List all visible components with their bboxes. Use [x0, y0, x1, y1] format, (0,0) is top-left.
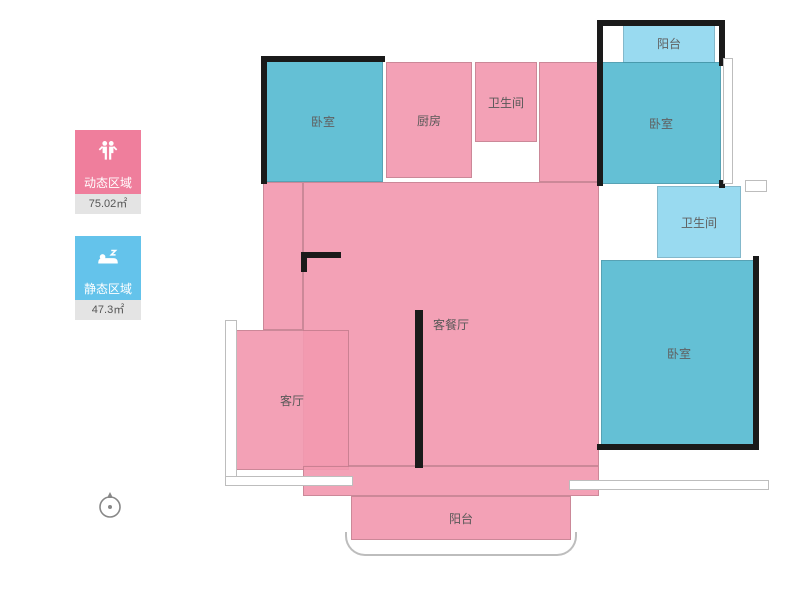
room-bath-top: 卫生间 — [475, 62, 537, 142]
wall-11 — [301, 252, 307, 272]
legend: 动态区域 75.02㎡ 静态区域 47.3㎡ — [75, 130, 141, 342]
compass-icon — [95, 490, 125, 520]
room-label: 客餐厅 — [433, 316, 469, 333]
wall-6 — [753, 256, 759, 450]
legend-static-value: 47.3㎡ — [75, 300, 141, 320]
room-bedroom-tr: 卧室 — [601, 62, 721, 184]
wall-10 — [301, 252, 341, 258]
room-label: 卫生间 — [681, 214, 717, 231]
room-label: 厨房 — [417, 112, 441, 129]
outer-wall-1 — [225, 476, 353, 486]
balcony-bottom-curve — [345, 532, 577, 556]
outer-wall-2 — [569, 480, 769, 490]
room-balcony-top: 阳台 — [623, 23, 715, 63]
floorplan: 阳台卧室厨房卫生间卧室卫生间客餐厅卧室客厅阳台 — [225, 20, 770, 580]
wall-12 — [415, 310, 423, 468]
legend-static: 静态区域 47.3㎡ — [75, 236, 141, 320]
room-label: 阳台 — [657, 35, 681, 52]
room-kitchen: 厨房 — [386, 62, 472, 178]
room-corridor-top — [539, 62, 599, 182]
room-bath-right: 卫生间 — [657, 186, 741, 258]
room-label: 卧室 — [311, 113, 335, 130]
wall-0 — [261, 56, 385, 62]
room-label: 卫生间 — [488, 94, 524, 111]
room-label: 卧室 — [667, 345, 691, 362]
room-entry-strip — [263, 182, 303, 330]
legend-dynamic: 动态区域 75.02㎡ — [75, 130, 141, 214]
legend-dynamic-title: 动态区域 — [75, 172, 141, 194]
room-label: 客厅 — [280, 392, 304, 409]
wall-1 — [261, 56, 267, 184]
legend-static-title: 静态区域 — [75, 278, 141, 300]
room-label: 卧室 — [649, 115, 673, 132]
outer-wall-3 — [745, 180, 767, 192]
outer-wall-4 — [723, 58, 733, 184]
room-label: 阳台 — [449, 510, 473, 527]
room-parlor: 客厅 — [235, 330, 349, 470]
sleep-icon — [75, 236, 141, 278]
people-icon — [75, 130, 141, 172]
room-bedroom-br: 卧室 — [601, 260, 757, 446]
outer-wall-0 — [225, 320, 237, 482]
wall-7 — [597, 444, 759, 450]
legend-dynamic-value: 75.02㎡ — [75, 194, 141, 214]
room-bedroom-tl: 卧室 — [263, 60, 383, 182]
wall-2 — [597, 20, 603, 186]
wall-3 — [597, 20, 723, 26]
